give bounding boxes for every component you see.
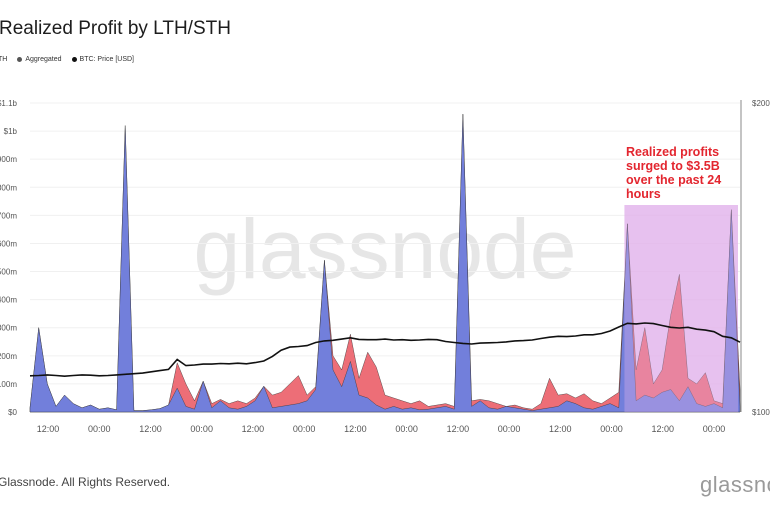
right-tick-label: $200 — [752, 99, 770, 108]
x-tick-label: 00:00 — [88, 424, 111, 434]
y-tick-label: $500m — [0, 268, 17, 277]
x-tick-label: 12:00 — [139, 424, 162, 434]
x-tick-label: 00:00 — [600, 424, 623, 434]
legend-item-btc-price[interactable]: BTC: Price [USD] — [71, 56, 134, 63]
legend-dot-icon — [71, 57, 77, 62]
y-tick-label: $100m — [0, 380, 17, 389]
y-tick-label: $1.1b — [0, 99, 18, 108]
right-tick-label: $100 — [752, 408, 770, 417]
y-tick-label: $900m — [0, 155, 17, 164]
x-tick-label: 12:00 — [652, 424, 675, 434]
y-tick-label: $200m — [0, 352, 17, 361]
x-tick-label: 12:00 — [242, 424, 265, 434]
x-tick-label: 00:00 — [498, 424, 521, 434]
legend-label: Aggregated — [25, 56, 62, 63]
y-tick-label: $600m — [0, 239, 17, 248]
x-tick-label: 12:00 — [549, 424, 572, 434]
x-tick-label: 12:00 — [344, 424, 367, 434]
annotation-text: Realized profits surged to $3.5B over th… — [626, 145, 722, 201]
highlight-overlay — [624, 205, 738, 412]
x-tick-label: 00:00 — [703, 424, 726, 434]
btc-price-line — [29, 322, 741, 378]
y-tick-label: $800m — [0, 183, 17, 192]
y-tick-label: $700m — [0, 211, 17, 220]
watermark: glassnode — [194, 202, 577, 296]
copyright-footer: Glassnode. All Rights Reserved. — [0, 475, 171, 489]
legend: TH Aggregated BTC: Price [USD] — [0, 56, 134, 63]
x-tick-label: 00:00 — [190, 424, 213, 434]
legend-item-th[interactable]: TH — [0, 56, 7, 63]
legend-label: TH — [0, 56, 8, 63]
glassnode-logo: glassnode — [700, 472, 770, 497]
legend-dot-icon — [17, 57, 23, 62]
th-area — [29, 114, 741, 413]
y-tick-label: $400m — [0, 296, 17, 305]
x-tick-label: 00:00 — [395, 424, 418, 434]
legend-label: BTC: Price [USD] — [79, 56, 134, 63]
y-tick-label: $1b — [4, 127, 18, 136]
x-tick-label: 12:00 — [447, 424, 470, 434]
y-tick-label: $300m — [0, 324, 17, 333]
x-tick-label: 00:00 — [293, 424, 316, 434]
legend-item-aggregated[interactable]: Aggregated — [17, 56, 62, 63]
chart-title: Realized Profit by LTH/STH — [0, 18, 231, 39]
y-tick-label: $0 — [8, 408, 17, 417]
x-tick-label: 12:00 — [37, 424, 60, 434]
